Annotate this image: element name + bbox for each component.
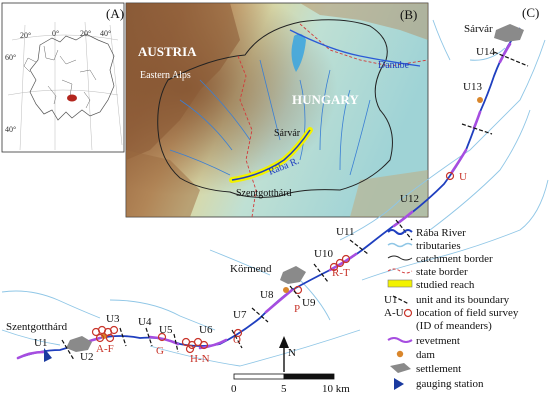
- north-label: N: [288, 347, 296, 359]
- study-area-marker: [67, 94, 77, 102]
- unit-label-5: U5: [159, 324, 173, 336]
- unit-label-7: U7: [233, 309, 247, 321]
- unit-boundaries: [61, 51, 529, 361]
- state-border-austria-hungary: [237, 55, 257, 218]
- lon-label-1: 20°: [20, 31, 31, 40]
- legend-raba: Rába River: [416, 227, 466, 239]
- legend-survey-symbol: A-U: [384, 307, 404, 319]
- unit-label-6: U6: [199, 324, 213, 336]
- legend-survey-line2: (ID of meanders): [416, 320, 492, 332]
- label-szentgotthard-c: Szentgotthárd: [6, 321, 68, 333]
- legend: Rába River tributaries catchment border …: [384, 227, 519, 390]
- lon-label-4: 40°: [100, 29, 111, 38]
- label-kormend: Körmend: [230, 263, 272, 275]
- legend-dam-swatch: [396, 350, 404, 358]
- legend-dam: dam: [416, 349, 435, 361]
- survey-label-h-n: H-N: [190, 353, 210, 365]
- legend-settlement-swatch: [390, 363, 411, 373]
- legend-gauging-swatch: [394, 378, 404, 390]
- legend-survey-swatch: [403, 308, 413, 318]
- panel-b-letter: (B): [400, 7, 417, 22]
- state-border-north: [299, 23, 429, 67]
- lake-neusiedl: [291, 33, 306, 72]
- unit-label-11: U11: [336, 226, 355, 238]
- danube-river: [289, 29, 421, 67]
- unit-label-4: U4: [138, 316, 152, 328]
- unit-label-12: U12: [400, 193, 419, 205]
- legend-tributaries-swatch: [387, 242, 413, 248]
- label-eastern-alps: Eastern Alps: [140, 70, 191, 81]
- legend-revetment-swatch: [387, 337, 413, 343]
- unit-label-2: U2: [80, 351, 93, 363]
- scale-bar: 0 5 10 km: [231, 373, 350, 395]
- legend-unit: unit and its boundary: [416, 294, 510, 306]
- raba-river-b: [231, 129, 311, 181]
- legend-state-swatch: [387, 268, 413, 274]
- legend-revetment: revetment: [416, 335, 460, 347]
- unit-label-8: U8: [260, 289, 274, 301]
- label-sarvar-b: Sárvár: [274, 128, 301, 139]
- legend-raba-swatch: [387, 229, 413, 235]
- survey-label-o: O: [233, 334, 241, 346]
- panel-c-river-reach: (C): [1, 5, 549, 395]
- gauging-station: [44, 348, 52, 362]
- legend-settlement: settlement: [416, 363, 461, 375]
- unit-label-3: U3: [106, 313, 120, 325]
- legend-catchment: catchment border: [416, 253, 493, 265]
- lat-label-1: 60°: [5, 53, 16, 62]
- legend-studied: studied reach: [416, 279, 475, 291]
- legend-studied-swatch: [387, 279, 413, 288]
- survey-locations: [91, 171, 455, 354]
- legend-unit-swatch: [392, 295, 410, 305]
- unit-label-9: U9: [302, 297, 316, 309]
- settlement-sarvar: [494, 24, 524, 42]
- panel-c-letter: (C): [522, 5, 539, 20]
- legend-state: state border: [416, 266, 468, 278]
- legend-survey-line1: location of field survey: [416, 307, 519, 319]
- label-danube: Danube: [378, 60, 410, 71]
- scale-label-start: 0: [231, 383, 237, 395]
- scale-label-end: 10 km: [322, 383, 350, 395]
- legend-catchment-swatch: [387, 255, 413, 261]
- lat-label-2: 40°: [5, 125, 16, 134]
- panel-b-tributaries: [169, 59, 371, 176]
- survey-label-g: G: [156, 345, 164, 357]
- lon-label-3: 20°: [80, 29, 91, 38]
- north-arrow: N: [279, 336, 296, 372]
- panel-b-relief-map: (B) AUSTRIA Eastern Alps HUNGARY Danube …: [125, 2, 429, 218]
- scale-label-mid: 5: [281, 383, 287, 395]
- panel-a-europe-inset: (A) 20° 0° 20° 40° 60° 40°: [1, 2, 125, 153]
- label-sarvar-c: Sárvár: [464, 23, 493, 35]
- unit-label-14: U14: [476, 46, 495, 58]
- catchment-border: [157, 19, 393, 198]
- legend-unit-symbol: U1: [384, 294, 397, 306]
- survey-label-u: U: [459, 171, 467, 183]
- lon-label-2: 0°: [52, 29, 59, 38]
- settlement-kormend: [280, 266, 306, 284]
- survey-label-a-f: A-F: [96, 343, 114, 355]
- unit-label-1: U1: [34, 337, 47, 349]
- panel-a-letter: (A): [106, 6, 124, 21]
- legend-gauging: gauging station: [416, 378, 484, 390]
- label-szentgotthard-b: Szentgotthárd: [236, 188, 292, 199]
- settlement-szentgotthard: [66, 336, 92, 352]
- unit-label-13: U13: [463, 81, 482, 93]
- survey-label-p: P: [294, 303, 300, 315]
- unit-label-10: U10: [314, 248, 333, 260]
- legend-tributaries: tributaries: [416, 240, 461, 252]
- label-hungary: HUNGARY: [292, 92, 359, 107]
- label-austria: AUSTRIA: [138, 44, 197, 59]
- survey-label-r-t: R-T: [332, 267, 350, 279]
